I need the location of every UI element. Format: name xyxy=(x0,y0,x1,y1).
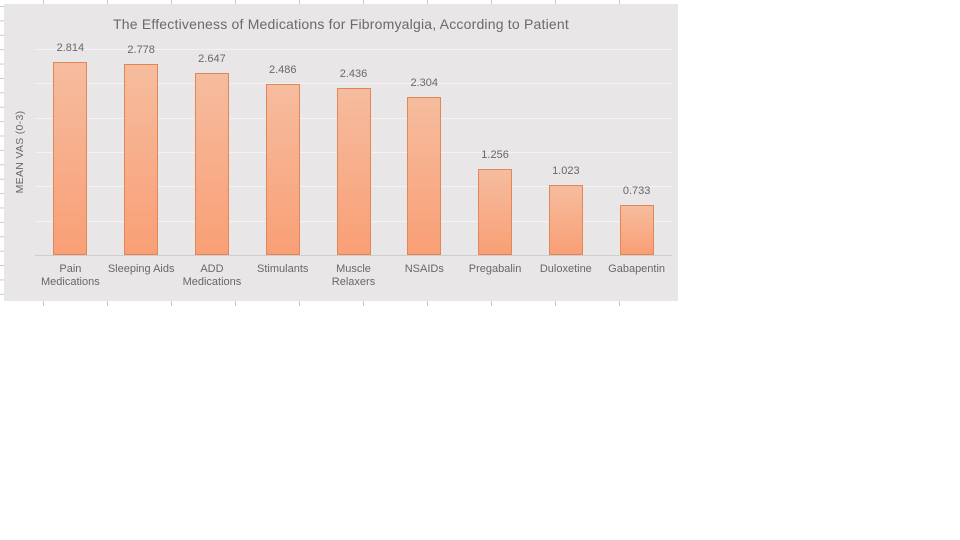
bar-value-label: 2.778 xyxy=(127,44,155,57)
major-gridline xyxy=(35,49,672,50)
bar-sleeping-aids[interactable] xyxy=(124,64,159,255)
bar-value-label: 1.256 xyxy=(481,148,509,161)
spreadsheet-column-ticks-bottom xyxy=(0,301,680,306)
bar-pain-medications[interactable] xyxy=(53,61,88,255)
bar-duloxetine[interactable] xyxy=(548,184,583,255)
y-axis-title: MEAN VAS (0-3) xyxy=(14,110,26,194)
category-label: Gabapentin xyxy=(608,263,666,275)
bar-gabapentin[interactable] xyxy=(619,204,654,255)
chart-title: The Effectiveness of Medications for Fib… xyxy=(113,16,569,32)
category-label: Duloxetine xyxy=(539,263,592,275)
bar-value-label: 0.733 xyxy=(622,184,651,197)
spreadsheet-column-ticks-top xyxy=(0,0,678,4)
category-label: Muscle Relaxers xyxy=(331,263,376,288)
bar-value-label: 2.436 xyxy=(339,67,368,80)
category-label: ADD Medications xyxy=(182,263,242,288)
bar-value-label: 2.486 xyxy=(268,64,297,77)
bar-pregabalin[interactable] xyxy=(478,168,513,255)
bar-muscle-relaxers[interactable] xyxy=(336,87,371,255)
category-label: Pregabalin xyxy=(468,263,522,275)
spreadsheet-row-ticks-left xyxy=(0,0,4,302)
x-axis-line xyxy=(35,255,672,256)
category-label: Stimulants xyxy=(257,263,309,275)
bar-stimulants[interactable] xyxy=(265,84,300,255)
category-label: Sleeping Aids xyxy=(107,263,175,275)
category-label: Pain Medications xyxy=(41,263,100,288)
bar-add-medications[interactable] xyxy=(194,73,229,255)
bar-value-label: 1.023 xyxy=(552,164,580,177)
bar-nsaids[interactable] xyxy=(407,96,442,255)
bar-value-label: 2.814 xyxy=(56,41,85,54)
chart-area[interactable]: The Effectiveness of Medications for Fib… xyxy=(4,4,678,301)
major-gridline xyxy=(35,83,672,85)
category-label: NSAIDs xyxy=(404,263,444,275)
bar-value-label: 2.647 xyxy=(198,53,226,66)
bar-value-label: 2.304 xyxy=(410,76,439,89)
